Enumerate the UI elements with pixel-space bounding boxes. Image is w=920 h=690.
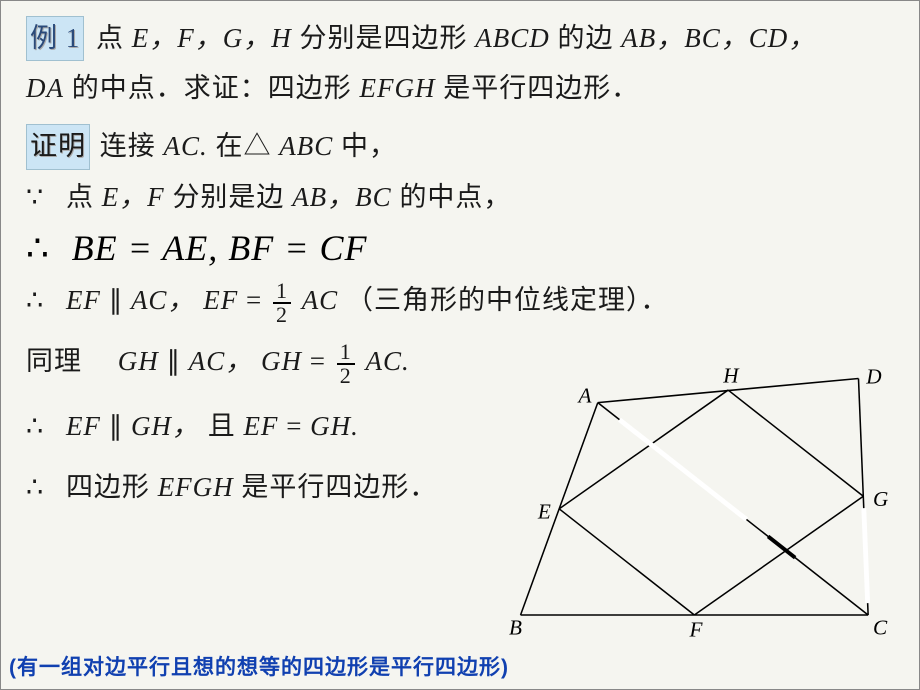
gh: GH， [131,411,200,441]
abbc: AB，BC [292,182,392,212]
text: 四边形 [66,472,158,502]
problem-line-2: DA 的中点．求证：四边形 EFGH 是平行四边形． [26,67,894,110]
ef: EF [66,285,101,315]
parallel: ∥ [109,285,131,315]
text: 分别是四边形 [299,23,467,53]
quad: ABCD [475,23,550,53]
ac: AC， [131,285,196,315]
eq: = [310,346,334,376]
svg-text:D: D [865,364,882,388]
geometry-diagram: A B C D E F G H [504,364,904,644]
ef2: EF [203,285,238,315]
gh2: GH [261,346,302,376]
fraction-half-2: 1 2 [337,341,355,387]
text: 的中点， [399,182,511,212]
numerator: 1 [337,341,355,365]
ef: E，F [102,182,165,212]
proof-line-1: 证明 连接 AC. 在△ ABC 中， [26,124,894,169]
therefore-symbol: ∴ [26,472,44,502]
sides: AB，BC，CD， [621,23,816,53]
proof-line-2: ∵ 点 E，F 分别是边 AB，BC 的中点， [26,176,894,219]
fraction-half: 1 2 [273,280,291,326]
points: E，F，G，H [132,23,292,53]
parallel: ∥ [109,411,131,441]
svg-text:H: H [722,364,740,387]
side-da: DA [26,73,64,103]
eq: = [286,411,310,441]
footnote: (有一组对边平行且想的想等的四边形是平行四边形) [9,651,509,681]
and: 且 [208,411,236,441]
therefore-symbol: ∴ [26,411,44,441]
example-label: 例 1 [26,16,84,61]
proof-label: 证明 [26,124,90,169]
ac2: AC [302,285,339,315]
problem-line-1: 例 1 点 E，F，G，H 分别是四边形 ABCD 的边 AB，BC，CD， [26,16,894,61]
ac: AC. [164,131,208,161]
ef2: EF [243,411,278,441]
abc: ABC [279,131,333,161]
ac2: AC. [366,346,410,376]
therefore-symbol: ∴ [26,285,44,315]
svg-text:B: B [509,615,522,639]
therefore-symbol: ∴ [26,228,50,268]
text: 是平行四边形． [241,472,437,502]
because-symbol: ∵ [26,182,44,212]
text: 在△ [216,131,280,161]
ac: AC， [189,346,254,376]
text: 连接 [100,131,156,161]
text: 分别是边 [172,182,284,212]
denominator: 2 [273,304,291,326]
text: 的中点．求证：四边形 [72,73,360,103]
ef: EF [66,411,101,441]
eq: = [246,285,270,315]
denominator: 2 [337,365,355,387]
parallel: ∥ [167,346,189,376]
svg-text:C: C [873,615,888,639]
equation-be-ae: BE = AE, BF = CF [72,228,368,268]
text: 的边 [557,23,613,53]
gh2: GH. [310,411,359,441]
efgh: EFGH [360,73,436,103]
proof-line-4: ∴ EF ∥ AC， EF = 1 2 AC （三角形的中位线定理）． [26,279,894,326]
text: 是平行四边形． [443,73,639,103]
efgh: EFGH [158,472,234,502]
svg-text:A: A [576,384,592,408]
proof-line-3: ∴ BE = AE, BF = CF [26,225,894,273]
similarly: 同理 [26,346,110,376]
note: （三角形的中位线定理）． [346,285,669,315]
gh: GH [118,346,159,376]
svg-text:E: E [537,499,551,523]
numerator: 1 [273,280,291,304]
svg-text:G: G [873,487,888,511]
text: 点 [96,23,124,53]
text: 点 [66,182,94,212]
svg-text:F: F [689,617,704,641]
text: 中， [341,131,397,161]
